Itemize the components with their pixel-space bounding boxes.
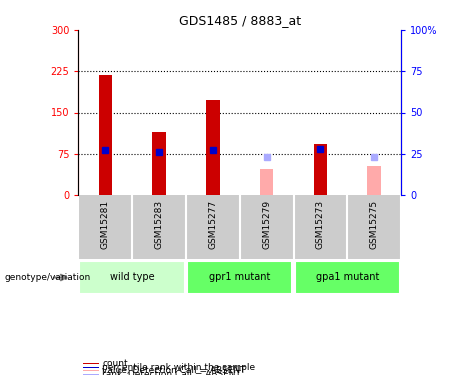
Text: GSM15283: GSM15283 (154, 200, 164, 249)
Text: gpa1 mutant: gpa1 mutant (316, 273, 379, 282)
Text: GSM15277: GSM15277 (208, 200, 217, 249)
Bar (367, 166, 381, 195)
Bar (206, 100, 219, 195)
Text: percentile rank within the sample: percentile rank within the sample (102, 363, 255, 372)
Text: GSM15273: GSM15273 (316, 200, 325, 249)
Text: rank, Detection Call = ABSENT: rank, Detection Call = ABSENT (102, 370, 241, 375)
Text: GSM15275: GSM15275 (370, 200, 378, 249)
Text: GSM15281: GSM15281 (101, 200, 110, 249)
Text: gpr1 mutant: gpr1 mutant (209, 273, 271, 282)
Title: GDS1485 / 8883_at: GDS1485 / 8883_at (179, 15, 301, 27)
Text: value, Detection Call = ABSENT: value, Detection Call = ABSENT (102, 366, 246, 375)
Bar (83, 363, 99, 364)
Text: count: count (102, 359, 128, 368)
FancyBboxPatch shape (79, 261, 185, 294)
Text: wild type: wild type (110, 273, 154, 282)
Bar (83, 370, 99, 371)
Bar (83, 374, 99, 375)
Bar (83, 367, 99, 368)
Bar (313, 144, 327, 195)
FancyBboxPatch shape (187, 261, 292, 294)
Text: genotype/variation: genotype/variation (5, 273, 91, 282)
Bar (152, 132, 166, 195)
FancyBboxPatch shape (295, 261, 400, 294)
Bar (260, 169, 273, 195)
Bar (99, 75, 112, 195)
Text: GSM15279: GSM15279 (262, 200, 271, 249)
